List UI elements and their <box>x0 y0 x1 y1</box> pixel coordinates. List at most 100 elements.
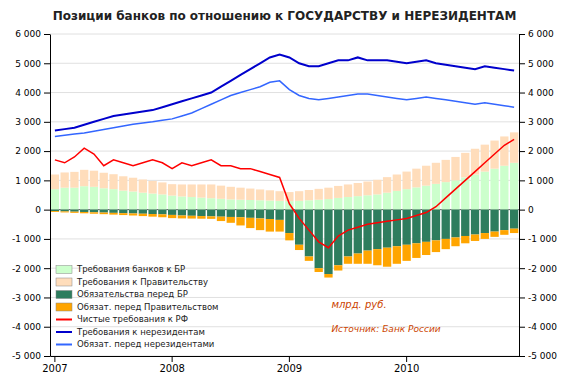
bar <box>109 210 117 213</box>
tick: -5 000 <box>519 351 557 361</box>
bar <box>168 184 176 195</box>
tick: 0 <box>519 205 534 215</box>
bar <box>315 200 323 210</box>
legend-swatch <box>56 266 72 274</box>
tick-label: 4 000 <box>528 88 554 98</box>
bar <box>354 183 362 196</box>
bar <box>510 132 518 162</box>
tick-mark <box>519 297 525 298</box>
bar <box>471 175 479 210</box>
tick: -3 000 <box>519 293 557 303</box>
tick: 2010 <box>394 356 419 374</box>
bar <box>354 210 362 254</box>
tick-mark <box>44 151 50 152</box>
legend-swatch <box>56 278 72 286</box>
bar <box>61 172 69 187</box>
bar <box>90 210 98 213</box>
bar <box>442 239 450 249</box>
bar <box>442 160 450 182</box>
bar <box>373 194 381 209</box>
bar <box>383 193 391 210</box>
bar <box>500 210 508 230</box>
bar <box>51 210 59 211</box>
tick-mark <box>54 356 55 362</box>
legend-swatch <box>56 331 72 333</box>
annotation: Источник: Банк России <box>331 324 440 334</box>
bar <box>383 210 391 248</box>
tick-mark <box>44 122 50 123</box>
bar <box>256 200 264 209</box>
bar <box>178 196 186 209</box>
bar <box>90 212 98 213</box>
bar <box>334 265 342 270</box>
tick-label: 4 000 <box>15 88 41 98</box>
tick: 3 000 <box>519 117 554 127</box>
tick-mark <box>519 210 525 211</box>
bar <box>178 215 186 218</box>
tick: 2007 <box>42 356 67 374</box>
legend-item: Требования к нерезидентам <box>56 327 205 337</box>
tick-mark <box>519 268 525 269</box>
bar <box>451 157 459 180</box>
bar <box>178 184 186 196</box>
bar <box>197 184 205 197</box>
bar <box>119 210 127 214</box>
bar <box>139 210 147 214</box>
legend-label: Чистые требования к РФ <box>77 314 188 324</box>
bar <box>363 195 371 209</box>
tick-label: 5 000 <box>15 59 41 69</box>
bar <box>158 182 166 194</box>
bar <box>51 211 59 213</box>
bar <box>432 240 440 252</box>
line <box>55 81 514 137</box>
bar <box>168 210 176 215</box>
bar <box>80 212 88 213</box>
bar <box>324 274 332 278</box>
legend-label: Обязательства перед БР <box>77 289 188 299</box>
tick: 5 000 <box>519 59 554 69</box>
legend-label: Обязат. перед Правительством <box>77 302 219 312</box>
x-axis: 2007200820092010 <box>42 356 519 374</box>
tick: 6 000 <box>519 29 554 39</box>
bar <box>246 189 254 200</box>
bar <box>490 232 498 237</box>
bar <box>148 194 156 210</box>
bar <box>197 198 205 210</box>
bar <box>275 201 283 210</box>
bar <box>246 218 254 228</box>
bar <box>422 186 430 210</box>
bar <box>354 254 362 264</box>
plot: 2007200820092010-5 000-4 000-3 000-2 000… <box>12 29 557 374</box>
tick-label: 2008 <box>159 363 184 374</box>
tick-mark <box>519 122 525 123</box>
tick: 0 <box>35 205 50 215</box>
bar <box>315 189 323 200</box>
tick-mark <box>519 93 525 94</box>
bar <box>451 210 459 238</box>
tick-mark <box>519 151 525 152</box>
tick-mark <box>289 356 290 362</box>
bar <box>197 216 205 219</box>
bar <box>510 210 518 229</box>
bar-series <box>51 210 519 274</box>
bar <box>295 245 303 250</box>
bar <box>275 191 283 201</box>
grid-line <box>50 92 519 93</box>
tick-mark <box>44 180 50 181</box>
tick-label: -1 000 <box>528 234 557 244</box>
bar <box>402 172 410 190</box>
bar <box>100 210 108 213</box>
tick-label: -4 000 <box>528 322 557 332</box>
bar <box>100 173 108 189</box>
bar <box>285 233 293 240</box>
tick-label: -3 000 <box>528 293 557 303</box>
bar <box>168 196 176 210</box>
bar <box>139 214 147 216</box>
bar <box>188 184 196 197</box>
bar <box>451 237 459 246</box>
tick-mark <box>44 327 50 328</box>
bar <box>207 198 215 209</box>
tick-label: 6 000 <box>528 29 554 39</box>
tick-label: 3 000 <box>528 117 554 127</box>
tick: 1 000 <box>15 176 50 186</box>
